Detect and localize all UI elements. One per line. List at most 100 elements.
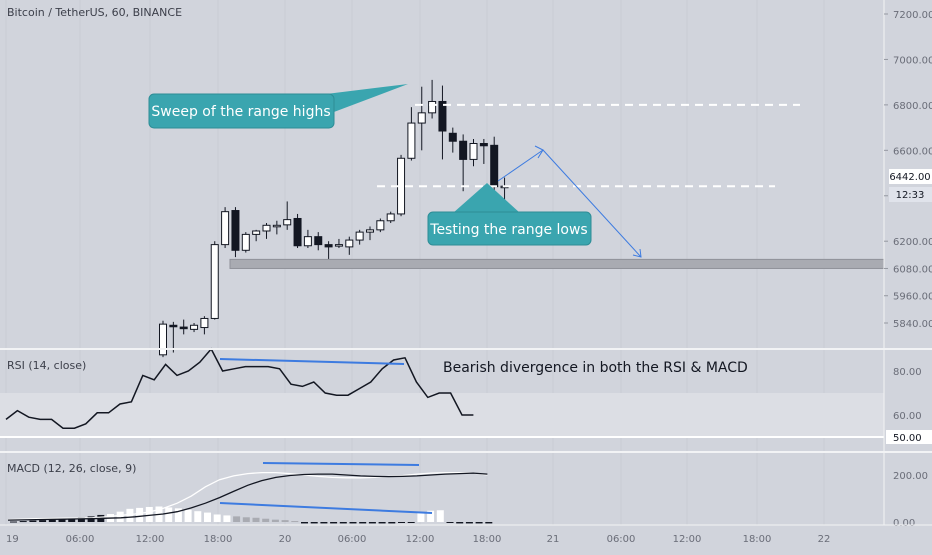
candle-body [417, 112, 426, 124]
rsi-tick-label: 50.00 [893, 433, 922, 444]
candle-body [283, 219, 292, 226]
countdown-label: 12:33 [896, 190, 925, 201]
signal-line [7, 472, 488, 521]
projection-arrow-up [497, 149, 544, 182]
macd-histogram-bar [126, 508, 134, 522]
candle-body [366, 229, 374, 233]
candle-body [293, 217, 302, 247]
time-tick-label: 12:00 [136, 534, 165, 545]
macd-histogram-bar [456, 522, 464, 524]
candle-body [314, 236, 323, 246]
callout-pointer-lows [453, 183, 520, 213]
candle-body [386, 213, 395, 222]
macd-histogram-bar [320, 522, 328, 524]
price-tick-label: 7200.00 [893, 10, 932, 21]
candle-body [210, 244, 219, 319]
countdown-badge [889, 187, 932, 202]
rsi-tick-label: 60.00 [893, 411, 922, 422]
candle-body [459, 140, 468, 160]
last-price-label: 6442.00 [889, 172, 930, 183]
macd-histogram-bar [10, 521, 17, 523]
time-tick-label: 06:00 [66, 534, 95, 545]
macd-histogram-bar [165, 507, 173, 522]
macd-tick-label: 200.00 [893, 471, 928, 482]
macd-histogram-bar [242, 517, 250, 522]
macd-histogram-bar [68, 518, 76, 522]
price-tick-label: 6080.00 [893, 264, 932, 275]
macd-histogram-bar [271, 519, 279, 522]
macd-histogram-bar [398, 522, 405, 523]
candle-body [490, 144, 499, 188]
projection-arrow-down [542, 149, 642, 258]
candle-body [448, 132, 457, 142]
macd-histogram-bar [39, 520, 47, 522]
range-zone [229, 258, 885, 269]
time-tick-label: 18:00 [743, 534, 772, 545]
candle-body [231, 210, 240, 251]
macd-title: MACD (12, 26, close, 9) [7, 462, 137, 475]
macd-tick-label: 0.00 [893, 518, 915, 529]
candle-body [262, 224, 271, 232]
macd-histogram-bar [194, 511, 202, 522]
macd-histogram-bar [58, 519, 66, 522]
candle-body [438, 100, 447, 132]
price-tick-label: 5840.00 [893, 319, 932, 330]
macd-histogram-bar [436, 510, 444, 522]
time-tick-label: 12:00 [673, 534, 702, 545]
callout-box-lows [427, 211, 592, 246]
macd-histogram-bar [223, 515, 231, 522]
chart-title: Bitcoin / TetherUS, 60, BINANCE [7, 6, 183, 19]
time-tick-label: 18:00 [473, 534, 502, 545]
time-tick-label: 12:00 [406, 534, 435, 545]
macd-histogram-bar [427, 510, 435, 522]
candle-body [159, 323, 167, 356]
candle-body [200, 317, 209, 329]
candle-body [345, 239, 354, 248]
macd-histogram-bar [349, 522, 357, 524]
rsi-tick-label: 80.00 [893, 367, 922, 378]
macd-histogram-bar [368, 522, 376, 524]
candle-body [221, 211, 230, 246]
macd-histogram-bar [29, 520, 37, 522]
candle-body [428, 100, 437, 114]
macd-histogram-bar [291, 521, 299, 523]
macd-histogram-bar [77, 517, 85, 522]
price-tick-label: 6800.00 [893, 101, 932, 112]
macd-histogram-bar [48, 519, 56, 522]
price-tick-label: 5960.00 [893, 292, 932, 303]
macd-histogram-bar [378, 522, 386, 524]
macd-histogram-bar [446, 522, 454, 523]
time-tick-label: 22 [818, 534, 831, 545]
candle-body [169, 324, 178, 328]
time-tick-label: 06:00 [607, 534, 636, 545]
candle-body [355, 231, 364, 241]
macd-histogram-bar [252, 517, 260, 522]
rsi-title: RSI (14, close) [7, 359, 87, 372]
macd-line [7, 471, 488, 521]
price-tick-label: 6600.00 [893, 146, 932, 157]
callout-text-highs: Sweep of the range highs [151, 104, 330, 120]
candle-body [241, 233, 250, 251]
macd-histogram-bar [116, 511, 124, 522]
macd-histogram-bar [485, 522, 493, 524]
macd-histogram-bar [184, 509, 192, 522]
macd-histogram-bar [475, 522, 483, 524]
callout-box-highs [148, 93, 335, 129]
macd-histogram-bar [281, 520, 289, 522]
macd-histogram-bar [262, 518, 270, 522]
last-price-badge [889, 169, 932, 184]
macd-histogram-bar [465, 522, 473, 524]
arrow-head-down [632, 248, 642, 258]
macd-histogram-bar [174, 508, 182, 522]
callout-pointer-highs [318, 84, 408, 118]
candle-body [334, 244, 343, 247]
macd-histogram-bar [136, 507, 144, 522]
time-tick-label: 20 [279, 534, 292, 545]
macd-hist-divergence-line [219, 502, 433, 514]
candle-body [407, 122, 416, 159]
time-tick-label: 06:00 [338, 534, 367, 545]
rsi-band [0, 393, 884, 437]
candle-body [469, 143, 478, 160]
